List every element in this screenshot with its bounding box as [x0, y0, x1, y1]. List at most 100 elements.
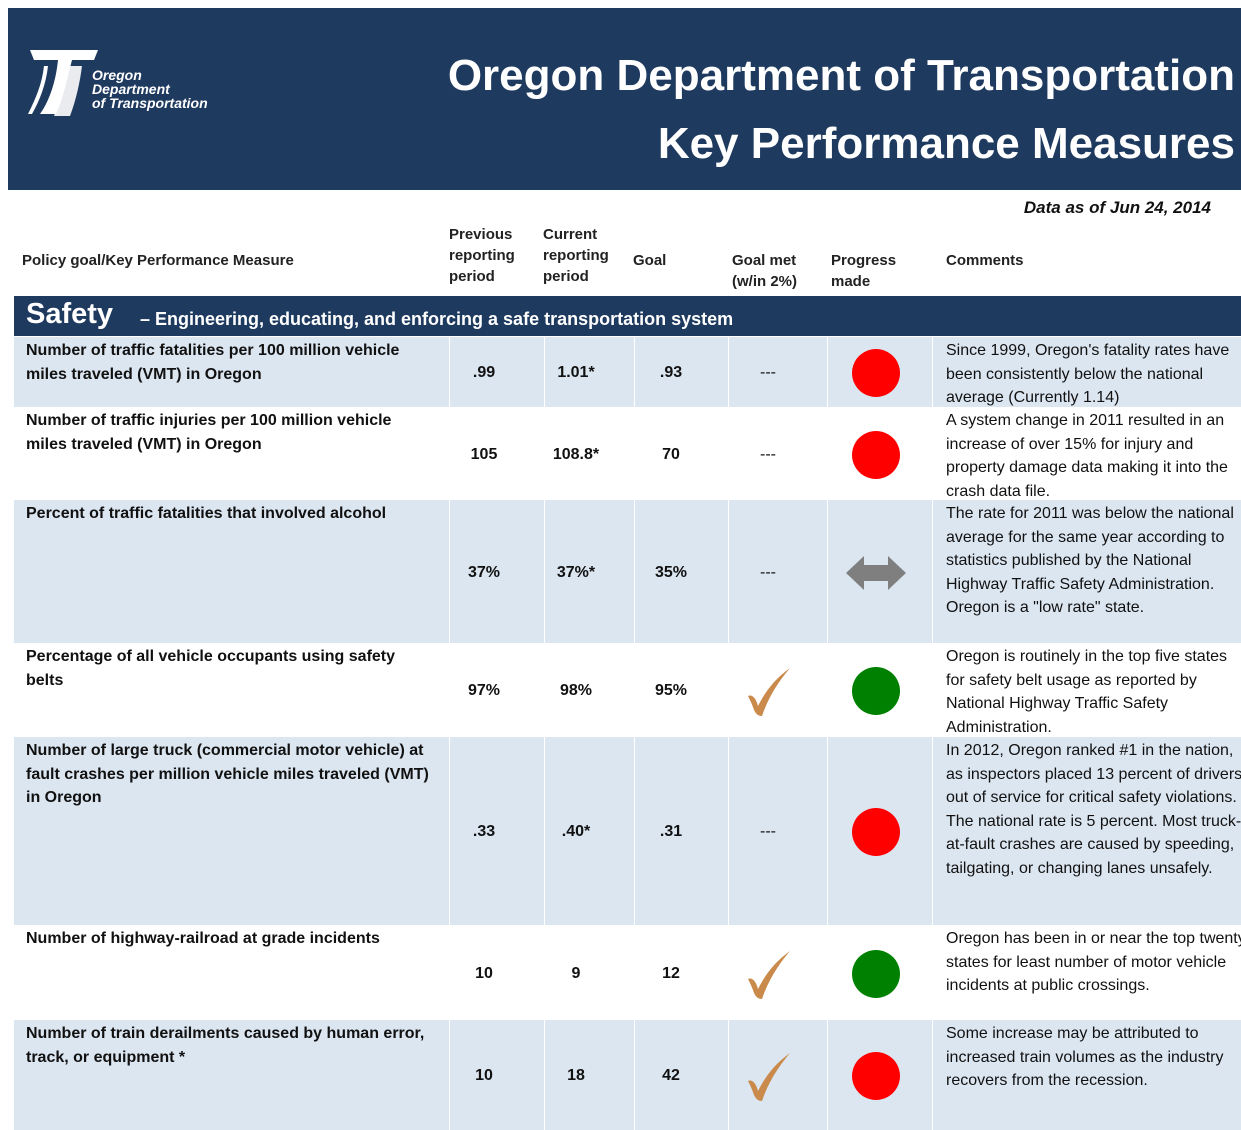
- value-previous: 10: [475, 1067, 493, 1084]
- cell-separator: [932, 500, 933, 643]
- cell-separator: [827, 500, 828, 643]
- value-goal: 42: [662, 1067, 680, 1084]
- logo-mark: [28, 50, 98, 116]
- comment: Some increase may be attributed to incre…: [946, 1025, 1224, 1089]
- cell-separator: [449, 925, 450, 1020]
- progress-indicator: [852, 667, 900, 715]
- progress-indicator: [846, 555, 906, 590]
- cell-separator: [449, 643, 450, 737]
- value-current: 18: [567, 1067, 585, 1084]
- comment: Oregon is routinely in the top five stat…: [946, 648, 1228, 736]
- table-row: Number of large truck (commercial motor …: [14, 737, 1241, 925]
- cell-separator: [932, 337, 933, 407]
- table-row: Number of train derailments caused by hu…: [14, 1020, 1241, 1130]
- value-current: 37%*: [556, 563, 596, 581]
- cell-separator: [634, 500, 635, 643]
- goal-met-check: [748, 668, 790, 716]
- cell-separator: [932, 643, 933, 737]
- logo-line: of Transportation: [92, 95, 208, 111]
- progress-indicator: [852, 430, 900, 479]
- value-goal: 35%: [654, 563, 688, 581]
- progress-indicator: [852, 1052, 900, 1100]
- value-goal: 12: [662, 964, 680, 982]
- value-previous: 97%: [467, 682, 501, 699]
- cell-separator: [728, 925, 729, 1020]
- column-header: Goal met (w/in 2%): [732, 252, 798, 290]
- cell-separator: [827, 737, 828, 925]
- measure: Percent of traffic fatalities that invol…: [26, 505, 387, 522]
- goal-met-check: [748, 1053, 790, 1101]
- measure: Number of highway-railroad at grade inci…: [26, 930, 380, 947]
- cell-separator: [728, 337, 729, 407]
- logo-line: Department: [92, 81, 170, 97]
- cell-separator: [728, 643, 729, 737]
- cell-separator: [634, 737, 635, 925]
- comment: The rate for 2011 was below the national…: [946, 505, 1234, 616]
- title: Oregon Department of Transportation Key P…: [448, 42, 1235, 178]
- value-goal: .93: [659, 364, 683, 381]
- logo-line: Oregon: [92, 67, 142, 83]
- section-name: Safety: [26, 298, 114, 330]
- title-line: Oregon Department of Transportation: [447, 51, 1235, 100]
- progress-indicator: [852, 349, 900, 397]
- cell-separator: [634, 337, 635, 407]
- goal-met: ---: [760, 364, 776, 381]
- cell-separator: [544, 643, 545, 737]
- value-goal: 70: [662, 445, 680, 463]
- cell-separator: [544, 737, 545, 925]
- value-current: 98%: [559, 682, 593, 699]
- table-row: Percent of traffic fatalities that invol…: [14, 500, 1241, 643]
- cell-separator: [728, 407, 729, 500]
- cell-separator: [544, 337, 545, 407]
- table-row: Number of traffic injuries per 100 milli…: [14, 407, 1241, 500]
- cell-separator: [932, 1020, 933, 1130]
- column-header: Progress made: [831, 252, 897, 290]
- cell-separator: [634, 1020, 635, 1130]
- value-goal: 95%: [654, 682, 688, 699]
- column-header: Policy goal/Key Performance Measure: [22, 252, 294, 269]
- value-previous: 37%: [467, 563, 501, 581]
- measure: Number of traffic fatalities per 100 mil…: [26, 342, 400, 383]
- cell-separator: [544, 407, 545, 500]
- cell-separator: [728, 737, 729, 925]
- column-header: Goal: [633, 252, 667, 269]
- table-row: Number of traffic fatalities per 100 mil…: [14, 337, 1241, 407]
- cell-separator: [827, 407, 828, 500]
- goal-met: ---: [760, 823, 776, 840]
- cell-separator: [932, 925, 933, 1020]
- cell-separator: [827, 1020, 828, 1130]
- cell-separator: [827, 337, 828, 407]
- cell-separator: [544, 925, 545, 1020]
- column-header: Current reporting period: [543, 226, 609, 285]
- goal-met: ---: [760, 563, 776, 581]
- progress-indicator: [852, 808, 900, 856]
- cell-separator: [827, 643, 828, 737]
- goal-met: ---: [760, 445, 776, 463]
- value-previous: 10: [475, 964, 493, 982]
- column-header: Previous reporting period: [449, 226, 515, 285]
- cell-separator: [634, 407, 635, 500]
- progress-indicator: [852, 949, 900, 998]
- cell-separator: [449, 500, 450, 643]
- cell-separator: [634, 925, 635, 1020]
- column-header: Comments: [946, 252, 1024, 269]
- value-current: 108.8*: [552, 445, 600, 463]
- measure: Percentage of all vehicle occupants usin…: [26, 648, 396, 689]
- cell-separator: [932, 407, 933, 500]
- logo-text: Oregon Department of Transportation: [92, 68, 208, 110]
- value-current: 9: [571, 964, 581, 982]
- measure: Number of large truck (commercial motor …: [26, 742, 429, 806]
- cell-separator: [544, 500, 545, 643]
- comment: A system change in 2011 resulted in an i…: [946, 412, 1228, 500]
- section-description: – Engineering, educating, and enforcing …: [140, 309, 734, 329]
- comment: Oregon has been in or near the top twent…: [946, 930, 1241, 994]
- cell-separator: [634, 643, 635, 737]
- cell-separator: [449, 337, 450, 407]
- title-line: Key Performance Measures: [657, 119, 1235, 168]
- value-previous: 105: [470, 445, 498, 463]
- cell-separator: [827, 925, 828, 1020]
- comment: Since 1999, Oregon's fatality rates have…: [946, 342, 1230, 406]
- cell-separator: [449, 407, 450, 500]
- page: Oregon Department of Transportation Oregon…: [8, 8, 1241, 1130]
- section-bar: Safety – Engineering, educating, and enf…: [14, 296, 1241, 336]
